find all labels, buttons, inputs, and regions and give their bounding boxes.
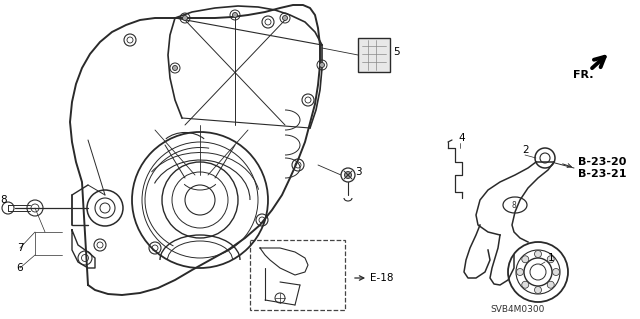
Circle shape bbox=[522, 281, 529, 288]
Text: 2: 2 bbox=[522, 145, 529, 155]
Circle shape bbox=[516, 269, 524, 276]
Bar bbox=[250, 240, 345, 310]
Circle shape bbox=[547, 281, 554, 288]
Text: 8: 8 bbox=[1, 195, 7, 205]
Circle shape bbox=[534, 250, 541, 257]
Circle shape bbox=[173, 65, 177, 70]
Polygon shape bbox=[358, 38, 390, 72]
Circle shape bbox=[522, 256, 529, 263]
Text: 8: 8 bbox=[512, 201, 516, 210]
Text: B-23-20: B-23-20 bbox=[578, 157, 627, 167]
Text: 7: 7 bbox=[17, 243, 23, 253]
Circle shape bbox=[319, 63, 324, 68]
Circle shape bbox=[282, 16, 287, 20]
Circle shape bbox=[182, 16, 188, 20]
Text: 5: 5 bbox=[393, 47, 399, 57]
Circle shape bbox=[552, 269, 559, 276]
Text: SVB4M0300: SVB4M0300 bbox=[490, 306, 545, 315]
Text: 4: 4 bbox=[458, 133, 465, 143]
Text: B-23-21: B-23-21 bbox=[578, 169, 627, 179]
Circle shape bbox=[232, 12, 237, 18]
Text: E-18: E-18 bbox=[370, 273, 394, 283]
Text: FR.: FR. bbox=[573, 70, 593, 80]
Circle shape bbox=[547, 256, 554, 263]
Text: 1: 1 bbox=[548, 253, 555, 263]
Circle shape bbox=[534, 286, 541, 293]
Circle shape bbox=[344, 172, 351, 179]
Text: 6: 6 bbox=[17, 263, 23, 273]
Text: 3: 3 bbox=[355, 167, 362, 177]
